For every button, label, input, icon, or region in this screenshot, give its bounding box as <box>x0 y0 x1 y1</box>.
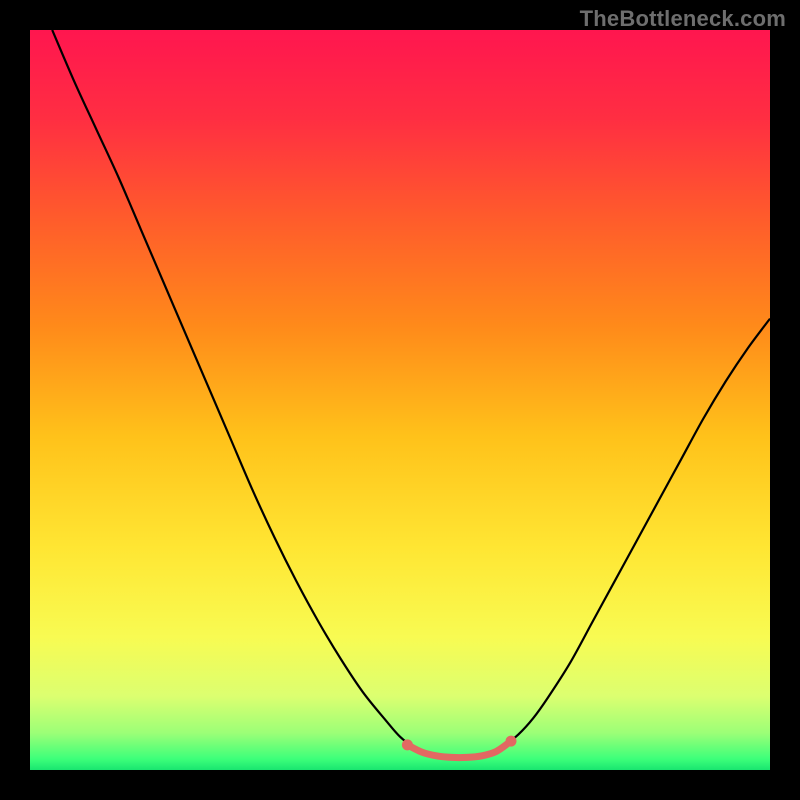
bottleneck-curve-chart <box>30 30 770 770</box>
gradient-background <box>30 30 770 770</box>
valley-start-dot <box>402 739 413 750</box>
watermark-text: TheBottleneck.com <box>580 6 786 32</box>
valley-end-dot <box>506 736 517 747</box>
plot-area <box>30 30 770 770</box>
chart-frame: TheBottleneck.com <box>0 0 800 800</box>
